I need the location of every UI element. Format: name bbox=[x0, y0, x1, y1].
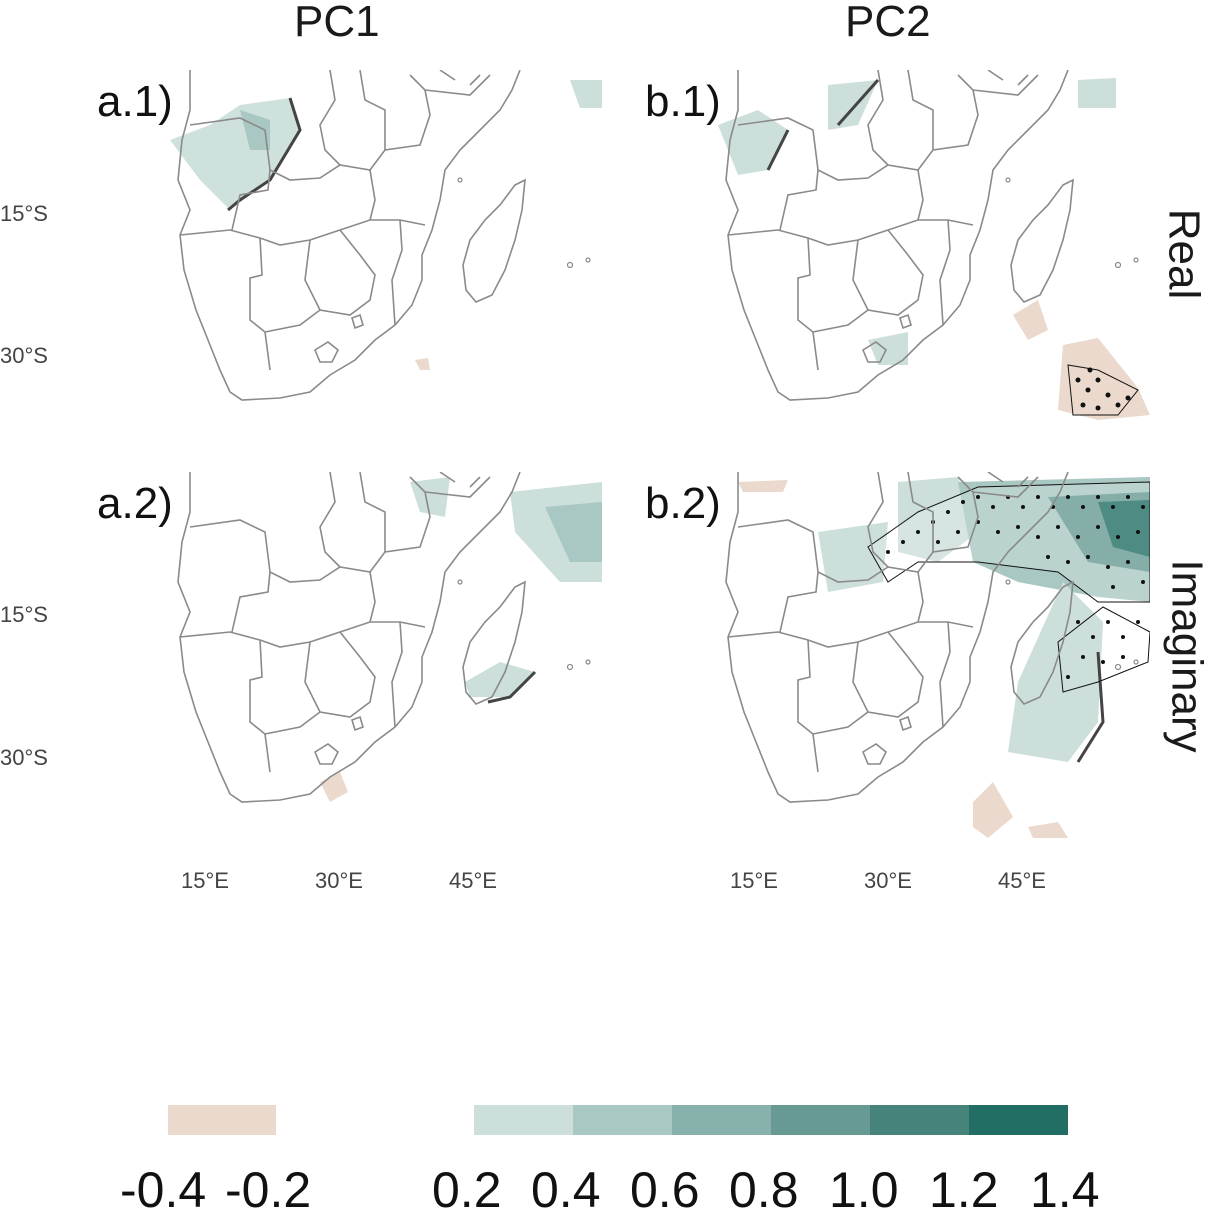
panel-label-a1: a.1) bbox=[97, 77, 173, 126]
positive-anomaly-region bbox=[898, 477, 978, 562]
lat-label-30s-top: 30°S bbox=[0, 343, 48, 368]
lon-label-15e-right: 15°E bbox=[730, 868, 778, 893]
anomaly-edge bbox=[487, 670, 537, 704]
colorbar-negative-segment bbox=[168, 1105, 276, 1135]
anomaly-edge bbox=[1076, 651, 1105, 763]
colorbar-label-neg-0.2: -0.2 bbox=[225, 1162, 312, 1218]
lat-label-30s-bottom: 30°S bbox=[0, 745, 48, 770]
anomaly-edge bbox=[766, 129, 790, 171]
positive-anomaly-region bbox=[465, 662, 535, 697]
positive-anomaly-region bbox=[545, 502, 602, 562]
negative-anomaly-region bbox=[738, 480, 788, 492]
colorbar-label-1.4: 1.4 bbox=[1030, 1162, 1100, 1218]
colorbar-segment-4 bbox=[771, 1105, 870, 1135]
row-title-imaginary: Imaginary bbox=[1162, 559, 1212, 753]
lon-label-30e-right: 30°E bbox=[864, 868, 912, 893]
stipple-dots bbox=[1075, 367, 1131, 411]
negative-anomaly-region bbox=[1028, 822, 1068, 838]
negative-anomaly-region bbox=[415, 358, 430, 370]
panel-label-b2: b.2) bbox=[645, 479, 721, 528]
negative-anomaly-region bbox=[973, 782, 1013, 838]
stipple-dots bbox=[886, 495, 1145, 679]
map-panel-b2 bbox=[718, 472, 1150, 838]
anomaly-edge bbox=[836, 79, 880, 126]
map-panel-b1 bbox=[718, 70, 1150, 436]
lon-label-45e-left: 45°E bbox=[449, 868, 497, 893]
colorbar-label-0.2: 0.2 bbox=[432, 1162, 502, 1218]
significance-stippling bbox=[867, 481, 1150, 603]
colorbar-label-0.4: 0.4 bbox=[531, 1162, 601, 1218]
negative-anomaly-region bbox=[1013, 300, 1048, 340]
significance-stippling bbox=[1057, 606, 1150, 693]
positive-anomaly-region bbox=[1078, 78, 1116, 108]
map-panel-a1 bbox=[170, 70, 602, 406]
colorbar-segment-1 bbox=[474, 1105, 573, 1135]
lon-label-30e-left: 30°E bbox=[315, 868, 363, 893]
column-title-pc1: PC1 bbox=[294, 0, 380, 46]
anomaly-edge bbox=[227, 97, 302, 212]
colorbar-segment-3 bbox=[672, 1105, 771, 1135]
colorbar-label-1.0: 1.0 bbox=[829, 1162, 899, 1218]
significance-stippling bbox=[1067, 364, 1139, 416]
positive-anomaly-region bbox=[718, 110, 788, 175]
lon-label-45e-right: 45°E bbox=[998, 868, 1046, 893]
row-title-real: Real bbox=[1159, 208, 1209, 300]
positive-anomaly-region bbox=[868, 332, 908, 365]
colorbar-label-0.8: 0.8 bbox=[729, 1162, 799, 1218]
colorbar-label-neg-0.4: -0.4 bbox=[120, 1162, 207, 1218]
colorbar-segment-2 bbox=[573, 1105, 672, 1135]
negative-anomaly-region bbox=[320, 772, 348, 802]
colorbar-segment-5 bbox=[870, 1105, 969, 1135]
colorbar-segment-6 bbox=[969, 1105, 1068, 1135]
panel-label-a2: a.2) bbox=[97, 479, 173, 528]
panel-label-b1: b.1) bbox=[645, 77, 721, 126]
positive-anomaly-region bbox=[1008, 582, 1103, 762]
positive-anomaly-region bbox=[240, 110, 270, 150]
positive-anomaly-region bbox=[1098, 500, 1150, 557]
column-title-pc2: PC2 bbox=[845, 0, 931, 46]
colorbar-label-1.2: 1.2 bbox=[929, 1162, 999, 1218]
colorbar-label-0.6: 0.6 bbox=[630, 1162, 700, 1218]
lat-label-15s-bottom: 15°S bbox=[0, 602, 48, 627]
lon-label-15e-left: 15°E bbox=[181, 868, 229, 893]
positive-anomaly-region bbox=[570, 80, 602, 108]
lat-label-15s-top: 15°S bbox=[0, 201, 48, 226]
map-panel-a2 bbox=[170, 472, 602, 808]
